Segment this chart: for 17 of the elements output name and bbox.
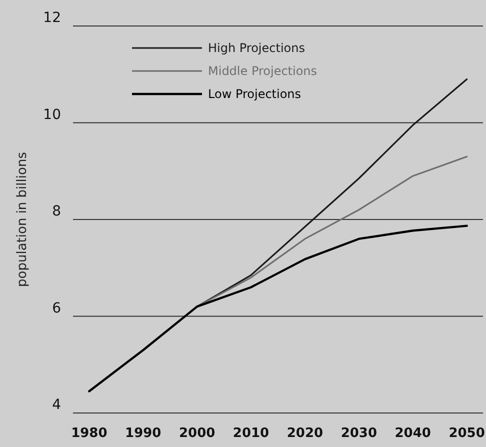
x-tick-label: 2010 (232, 426, 270, 441)
y-tick-label: 12 (43, 10, 61, 26)
x-tick-label: 1980 (71, 426, 108, 441)
y-tick-label: 6 (52, 300, 62, 316)
x-tick-label: 2030 (340, 426, 378, 441)
y-tick-label: 4 (52, 397, 62, 413)
x-tick-label: 2040 (394, 426, 431, 441)
text: Low Projections (208, 87, 302, 101)
x-tick-label: 2000 (178, 426, 216, 441)
x-tick-label: 1990 (125, 426, 162, 441)
x-tick-label: 2050 (448, 426, 485, 441)
x-tick-label: 2020 (286, 426, 324, 441)
y-axis-title: population in billions (15, 152, 30, 287)
y-tick-label: 8 (52, 204, 61, 220)
text: Middle Projections (208, 64, 318, 78)
y-tick-label: 10 (43, 106, 61, 123)
text: High Projections (208, 41, 305, 55)
